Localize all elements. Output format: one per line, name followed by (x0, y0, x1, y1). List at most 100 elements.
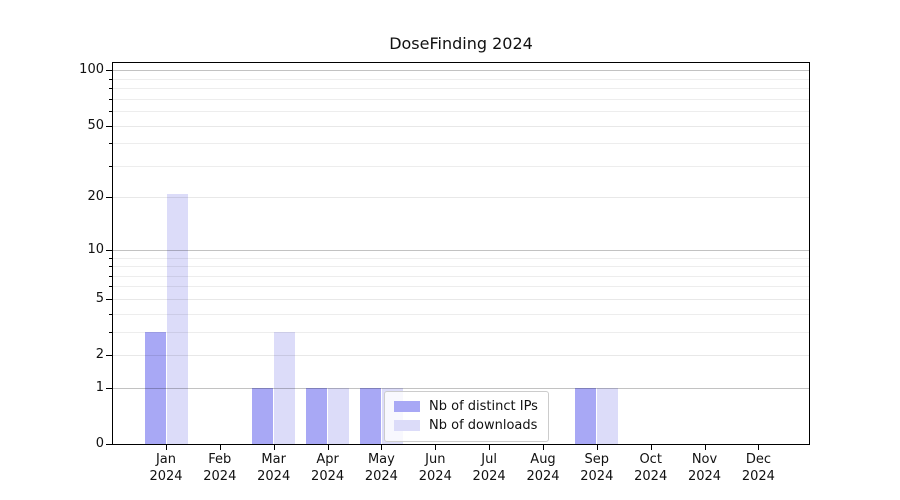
y-minor-tick-mark (109, 143, 112, 145)
legend-label: Nb of distinct IPs (429, 399, 538, 414)
y-tick-mark (106, 355, 112, 356)
y-tick-label-100: 100 (79, 62, 104, 78)
x-tick-label-line: 2024 (418, 469, 452, 484)
gridline-y-3 (113, 331, 809, 333)
y-tick-mark (106, 387, 112, 389)
x-tick-label-jun: Jun 2024 (403, 451, 467, 485)
bar-downloads-sep (597, 387, 619, 444)
x-tick-mark (489, 445, 491, 450)
x-tick-mark (758, 445, 760, 450)
bar-distinct-ips-mar (252, 387, 274, 444)
y-minor-tick-mark (109, 165, 112, 167)
y-minor-tick-mark (109, 275, 112, 277)
gridline-y-9 (113, 257, 809, 259)
gridline-y-7 (113, 275, 809, 277)
x-tick-label-line: 2024 (364, 469, 398, 484)
chart-title: DoseFinding 2024 (389, 34, 533, 53)
y-tick-mark (106, 249, 112, 251)
gridline-y-4 (113, 313, 809, 315)
x-tick-label-line: Jul (481, 452, 497, 467)
x-tick-label-line: 2024 (472, 469, 506, 484)
x-tick-label-line: 2024 (203, 469, 237, 484)
gridline-y-60 (113, 111, 809, 112)
y-minor-tick-mark (109, 88, 112, 89)
x-tick-label-line: Feb (208, 452, 232, 467)
gridline-y-5 (113, 298, 809, 300)
y-tick-label-20: 20 (87, 189, 104, 205)
bar-downloads-jan (166, 193, 188, 444)
gridline-y-80 (113, 88, 809, 89)
x-tick-label-sep: Sep 2024 (565, 451, 629, 485)
y-minor-tick-mark (109, 266, 112, 267)
x-tick-label-nov: Nov 2024 (673, 451, 737, 485)
y-tick-mark (106, 197, 112, 199)
x-tick-label-feb: Feb 2024 (188, 451, 252, 485)
gridline-y-1 (113, 387, 809, 389)
y-tick-label-5: 5 (95, 290, 104, 306)
y-tick-label-50: 50 (87, 117, 104, 133)
x-tick-label-may: May 2024 (349, 451, 413, 485)
bar-distinct-ips-apr (306, 387, 328, 444)
x-tick-mark (219, 445, 221, 450)
y-minor-tick-mark (109, 98, 112, 100)
bar-distinct-ips-may (359, 387, 381, 444)
x-tick-label-apr: Apr 2024 (296, 451, 360, 485)
legend-item-downloads: Nb of downloads (394, 416, 538, 435)
gridline-y-40 (113, 143, 809, 145)
x-tick-label-line: Apr (316, 452, 339, 467)
gridline-y-20 (113, 197, 809, 199)
x-tick-label-line: Sep (584, 452, 610, 467)
x-tick-label-line: Aug (530, 452, 556, 467)
x-tick-mark (596, 445, 598, 450)
downloads-swatch-icon (394, 420, 420, 431)
x-tick-label-line: May (367, 452, 395, 467)
bar-downloads-apr (328, 387, 350, 444)
y-tick-label-1: 1 (95, 379, 104, 395)
x-tick-label-line: 2024 (634, 469, 668, 484)
y-minor-tick-mark (109, 78, 112, 80)
x-tick-label-dec: Dec 2024 (726, 451, 790, 485)
legend: Nb of distinct IPs Nb of downloads (384, 391, 549, 442)
gridline-y-30 (113, 165, 809, 167)
gridline-y-90 (113, 78, 809, 80)
x-tick-mark (381, 445, 383, 450)
y-minor-tick-mark (109, 286, 112, 288)
x-tick-label-aug: Aug 2024 (511, 451, 575, 485)
y-minor-tick-mark (109, 257, 112, 259)
x-tick-mark (543, 445, 544, 450)
x-tick-label-mar: Mar 2024 (242, 451, 306, 485)
legend-item-distinct-ips: Nb of distinct IPs (394, 397, 538, 416)
x-tick-label-line: Oct (639, 452, 662, 467)
x-tick-mark (435, 445, 437, 450)
x-tick-label-line: 2024 (311, 469, 345, 484)
gridline-y-10 (113, 249, 809, 251)
y-tick-mark (106, 444, 112, 445)
x-tick-label-line: Mar (261, 452, 286, 467)
y-tick-label-0: 0 (95, 436, 104, 451)
x-tick-label-jan: Jan 2024 (134, 451, 198, 485)
y-minor-tick-mark (109, 111, 112, 112)
gridline-y-50 (113, 125, 809, 127)
x-tick-label-line: 2024 (149, 469, 183, 484)
y-minor-tick-mark (109, 331, 112, 333)
x-tick-label-jul: Jul 2024 (457, 451, 521, 485)
x-tick-label-line: 2024 (687, 469, 722, 484)
bar-distinct-ips-jan (144, 331, 166, 444)
y-tick-label-10: 10 (87, 241, 104, 257)
x-tick-mark (704, 445, 706, 450)
x-tick-mark (273, 445, 275, 450)
y-tick-mark (106, 298, 112, 300)
x-tick-label-oct: Oct 2024 (619, 451, 683, 485)
x-tick-mark (166, 445, 167, 450)
gridline-y-100 (113, 70, 809, 72)
x-tick-label-line: Jun (425, 452, 446, 467)
x-tick-label-line: 2024 (257, 469, 291, 484)
y-minor-tick-mark (109, 313, 112, 315)
y-tick-mark (106, 70, 112, 72)
x-tick-label-line: 2024 (580, 469, 614, 484)
x-tick-mark (650, 445, 652, 450)
gridline-y-6 (113, 286, 809, 288)
x-tick-label-line: Jan (155, 452, 177, 467)
gridline-y-2 (113, 355, 809, 356)
